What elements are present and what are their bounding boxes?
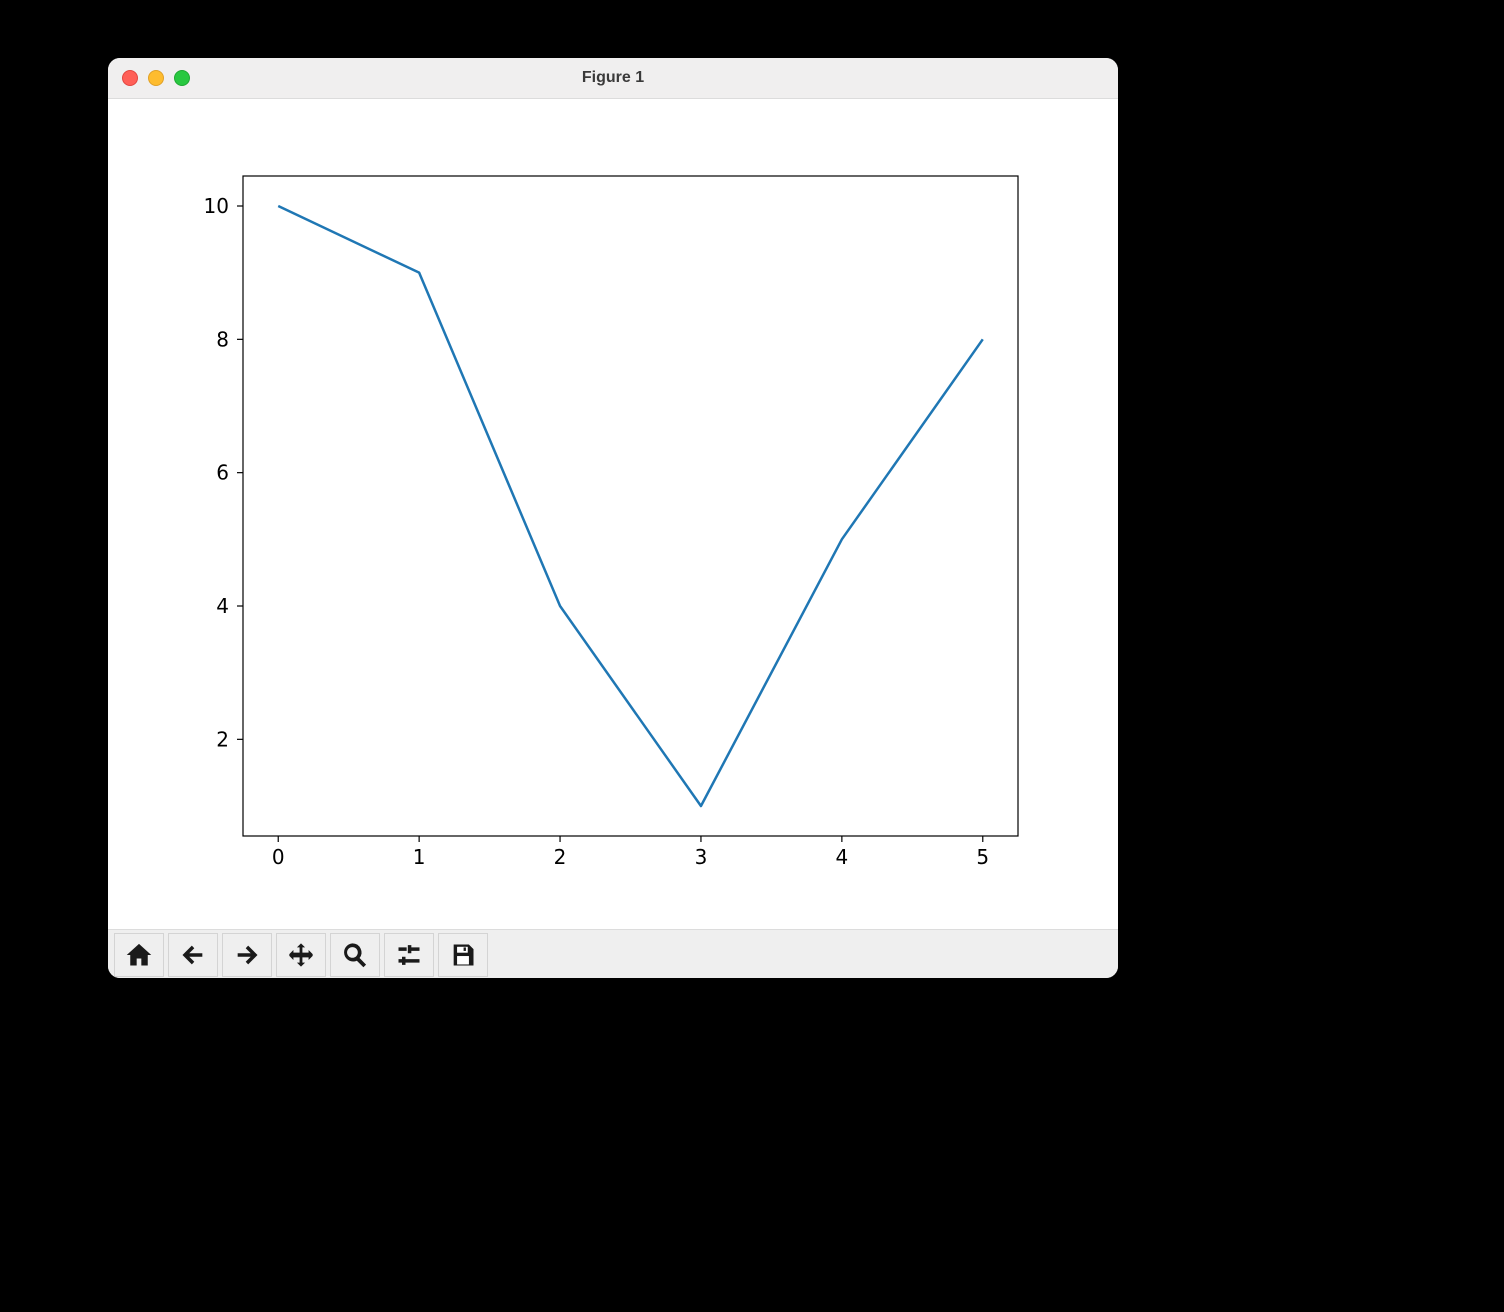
minimize-button[interactable] <box>148 70 164 86</box>
arrow-right-icon <box>233 941 261 969</box>
y-tick-label: 4 <box>216 594 229 618</box>
save-icon <box>449 941 477 969</box>
back-button[interactable] <box>168 933 218 977</box>
x-tick-label: 2 <box>554 845 567 869</box>
home-button[interactable] <box>114 933 164 977</box>
y-tick-label: 6 <box>216 461 229 485</box>
figure-window: Figure 1 0 1 2 3 4 5 2 4 6 8 10 <box>108 58 1118 978</box>
plot-area: 0 1 2 3 4 5 2 4 6 8 10 <box>108 99 1118 929</box>
window-controls <box>122 70 190 86</box>
x-tick-label: 3 <box>695 845 708 869</box>
x-tick-label: 4 <box>835 845 848 869</box>
zoom-window-button[interactable] <box>174 70 190 86</box>
configure-button[interactable] <box>384 933 434 977</box>
move-icon <box>287 941 315 969</box>
x-tick-label: 1 <box>413 845 426 869</box>
y-tick-label: 8 <box>216 327 229 351</box>
x-tick-label: 0 <box>272 845 285 869</box>
x-tick-label: 5 <box>976 845 989 869</box>
titlebar: Figure 1 <box>108 58 1118 99</box>
close-button[interactable] <box>122 70 138 86</box>
arrow-left-icon <box>179 941 207 969</box>
navigation-toolbar <box>108 929 1118 978</box>
y-tick-label: 10 <box>204 194 229 218</box>
home-icon <box>125 941 153 969</box>
pan-button[interactable] <box>276 933 326 977</box>
search-icon <box>341 941 369 969</box>
sliders-icon <box>395 941 423 969</box>
y-tick-label: 2 <box>216 727 229 751</box>
zoom-button[interactable] <box>330 933 380 977</box>
forward-button[interactable] <box>222 933 272 977</box>
line-chart: 0 1 2 3 4 5 2 4 6 8 10 <box>108 99 1118 929</box>
window-title: Figure 1 <box>108 69 1118 87</box>
save-button[interactable] <box>438 933 488 977</box>
